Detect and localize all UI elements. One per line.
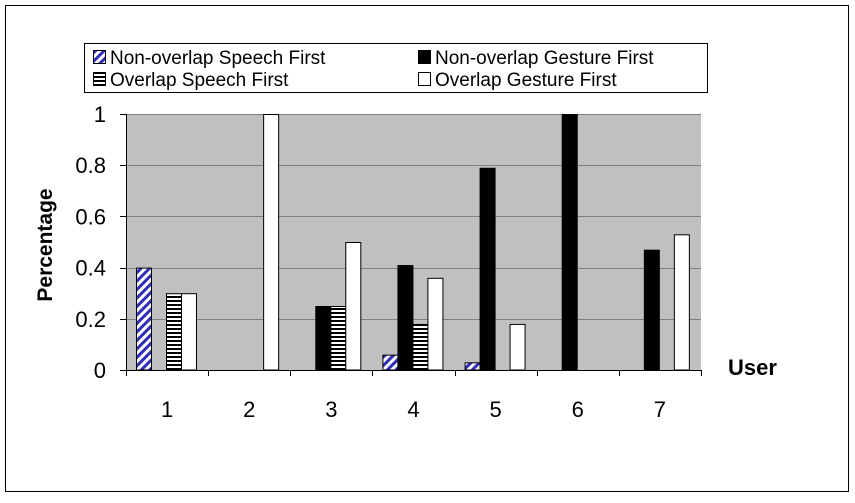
- bar-series-4: [673, 234, 690, 371]
- bar-series-2: [643, 249, 660, 371]
- x-tick-label: 7: [654, 397, 666, 422]
- y-axis-label: Percentage: [34, 188, 57, 301]
- y-tick-label: 0.2: [75, 307, 106, 332]
- legend: Non-overlap Speech First Non-overlap Gest…: [84, 43, 708, 93]
- bar-series-2: [397, 265, 414, 371]
- bar-series-4: [509, 323, 526, 371]
- legend-swatch-4: [418, 72, 431, 86]
- legend-swatch-2: [418, 50, 431, 64]
- bar-series-1: [464, 362, 481, 371]
- bar-series-2: [315, 306, 332, 371]
- y-tick-label: 0: [94, 358, 106, 383]
- bar-series-3: [412, 323, 429, 371]
- legend-label-4: Overlap Gesture First: [435, 70, 617, 91]
- bar-series-1: [382, 354, 399, 371]
- x-tick-label: 5: [490, 397, 502, 422]
- bar-series-1: [136, 267, 152, 371]
- bar-series-3: [166, 293, 182, 371]
- x-tick-label: 4: [407, 397, 419, 422]
- y-tick-label: 0.8: [75, 153, 106, 178]
- gridlines: [126, 114, 701, 320]
- x-tick-labels: 1 2 3 4 5 6 7: [161, 397, 666, 422]
- x-tick-label: 6: [572, 397, 584, 422]
- legend-label-2: Non-overlap Gesture First: [435, 48, 654, 69]
- bar-series-4: [263, 114, 280, 371]
- legend-box: [84, 43, 708, 93]
- bar-series-4: [427, 277, 444, 371]
- bar-series-4: [181, 293, 197, 371]
- legend-swatch-3: [93, 72, 106, 86]
- bar-series-2: [479, 167, 496, 371]
- y-tick-label: 1: [94, 102, 106, 127]
- bar-series-3: [330, 306, 347, 371]
- y-tick-label: 0.6: [75, 204, 106, 229]
- y-tick-labels: 0 0.2 0.4 0.6 0.8 1: [75, 102, 106, 383]
- x-tick-label: 2: [243, 397, 255, 422]
- x-axis-label: User: [728, 355, 777, 380]
- x-tick-label: 3: [325, 397, 337, 422]
- bar-series-2: [561, 114, 578, 371]
- axes: [120, 114, 702, 376]
- legend-label-3: Overlap Speech First: [110, 70, 289, 91]
- legend-swatch-1: [93, 50, 106, 64]
- legend-label-1: Non-overlap Speech First: [110, 48, 326, 69]
- x-tick-label: 1: [161, 397, 173, 422]
- y-tick-label: 0.4: [75, 256, 106, 281]
- bar-series-4: [345, 242, 362, 371]
